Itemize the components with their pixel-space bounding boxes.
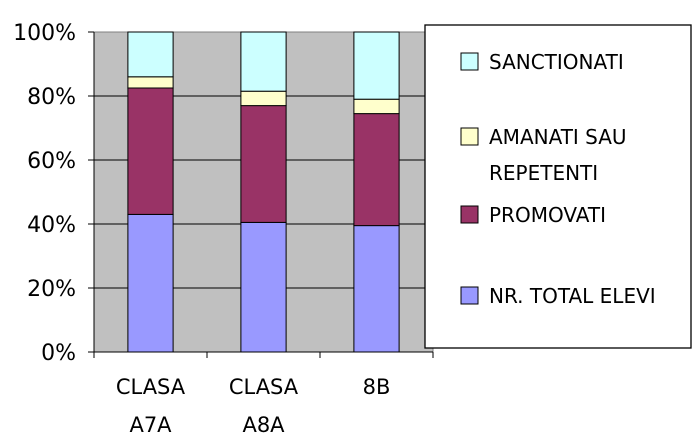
x-category-label: A7A [129, 413, 172, 437]
bar-segment [127, 213, 174, 353]
bar-segment [240, 90, 287, 107]
bar-segment [353, 98, 400, 115]
y-tick-label: 100% [13, 21, 76, 46]
y-tick-label: 20% [27, 277, 76, 302]
bar-segment [127, 76, 174, 89]
x-category-label: CLASA [229, 375, 299, 399]
legend-swatch [460, 52, 479, 71]
legend-swatch [460, 286, 479, 305]
y-tick-label: 80% [27, 85, 76, 110]
bar-segment [240, 105, 287, 223]
y-tick-label: 0% [41, 341, 76, 366]
y-tick-label: 60% [27, 149, 76, 174]
bar-segment [127, 87, 174, 215]
legend: SANCTIONATI AMANATI SAU REPETENTI PROMOVATI… [424, 24, 692, 349]
y-tick-label: 40% [27, 213, 76, 238]
y-axis: 0% 20% 40% 60% 80% 100% [13, 21, 95, 366]
x-category-label: 8B [363, 375, 391, 399]
legend-label: SANCTIONATI [489, 50, 624, 74]
legend-label: NR. TOTAL ELEVI [489, 284, 656, 308]
legend-label: AMANATI SAU [489, 125, 627, 149]
bar-segment [127, 31, 174, 78]
bar-segment [353, 113, 400, 227]
bar-segment [240, 221, 287, 353]
x-axis: CLASA A7A CLASA A8A 8B [93, 351, 434, 437]
legend-swatch [460, 127, 479, 146]
legend-swatch [460, 205, 479, 224]
bar-segment [353, 225, 400, 353]
x-category-label: A8A [242, 413, 285, 437]
bars [127, 31, 400, 353]
x-category-label: CLASA [116, 375, 186, 399]
legend-label: PROMOVATI [489, 203, 606, 227]
bar-segment [353, 31, 400, 100]
bar-segment [240, 31, 287, 92]
legend-label: REPETENTI [489, 161, 598, 185]
